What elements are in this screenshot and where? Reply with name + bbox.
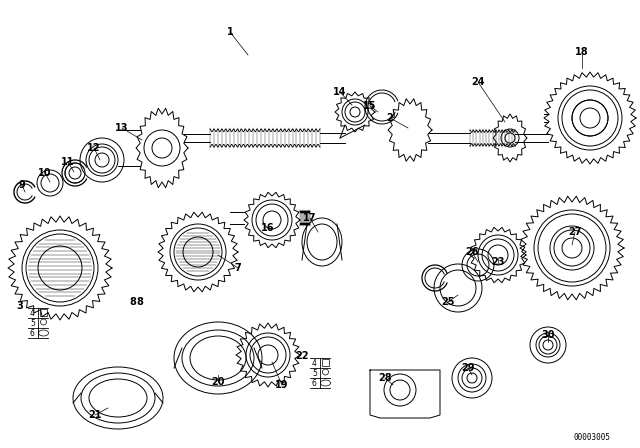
Text: 5: 5 [312, 369, 317, 378]
Text: 18: 18 [575, 47, 589, 57]
Text: 9: 9 [19, 180, 26, 190]
Text: 22: 22 [295, 351, 308, 361]
Text: 19: 19 [275, 380, 289, 390]
Bar [322, 359, 329, 366]
Text: 23: 23 [492, 257, 505, 267]
Text: 7: 7 [235, 263, 241, 273]
Text: 6: 6 [312, 379, 317, 388]
Text: 8: 8 [129, 297, 136, 307]
Text: 11: 11 [61, 157, 75, 167]
Text: 17: 17 [303, 213, 317, 223]
Text: 24: 24 [471, 77, 484, 87]
Text: 21: 21 [88, 410, 102, 420]
Text: 20: 20 [211, 377, 225, 387]
Text: 12: 12 [87, 143, 100, 153]
Text: 26: 26 [465, 247, 479, 257]
Text: 00003005: 00003005 [573, 434, 611, 443]
Text: 6: 6 [30, 328, 35, 337]
Text: 8: 8 [136, 297, 143, 307]
Text: 14: 14 [333, 87, 347, 97]
Text: 15: 15 [364, 101, 377, 111]
Text: 1: 1 [227, 27, 234, 37]
Text: 16: 16 [261, 223, 275, 233]
Text: 29: 29 [461, 363, 475, 373]
Text: 25: 25 [441, 297, 455, 307]
Text: 3: 3 [17, 301, 24, 311]
Text: 27: 27 [568, 227, 582, 237]
Text: 28: 28 [378, 373, 392, 383]
Bar [40, 309, 47, 316]
Text: 4: 4 [30, 309, 35, 318]
Text: 13: 13 [115, 123, 129, 133]
Text: 5: 5 [30, 319, 35, 327]
Text: 10: 10 [38, 168, 52, 178]
Text: 30: 30 [541, 330, 555, 340]
Text: 2: 2 [387, 113, 394, 123]
Text: 4: 4 [312, 358, 317, 367]
